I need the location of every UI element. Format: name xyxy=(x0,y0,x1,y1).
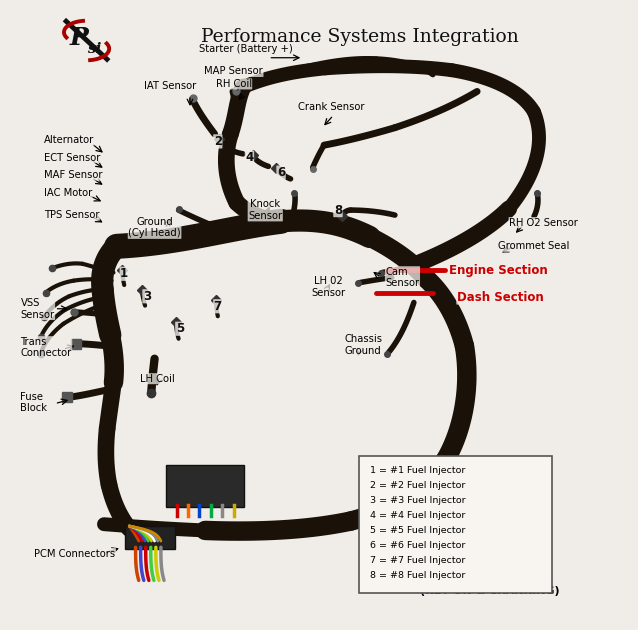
FancyBboxPatch shape xyxy=(166,466,244,507)
Text: MAF Sensor: MAF Sensor xyxy=(44,170,102,180)
Text: 3 = #3 Fuel Injector: 3 = #3 Fuel Injector xyxy=(369,496,465,505)
Text: IAT Sensor: IAT Sensor xyxy=(144,81,197,91)
Text: RH Coil: RH Coil xyxy=(216,79,251,89)
Text: VSS
Sensor: VSS Sensor xyxy=(20,298,55,319)
Text: Crank Sensor: Crank Sensor xyxy=(299,102,365,112)
Text: LH Coil: LH Coil xyxy=(140,374,175,384)
Text: 7: 7 xyxy=(214,300,222,312)
FancyBboxPatch shape xyxy=(125,526,175,549)
Text: LH 02
Sensor: LH 02 Sensor xyxy=(311,276,346,298)
Text: 2 = #2 Fuel Injector: 2 = #2 Fuel Injector xyxy=(369,481,465,490)
Text: 8: 8 xyxy=(334,203,342,217)
Text: 3: 3 xyxy=(143,290,151,303)
Text: Grommet Seal: Grommet Seal xyxy=(498,241,570,251)
Text: Fuse
Block: Fuse Block xyxy=(20,392,47,413)
Text: RH O2 Sensor: RH O2 Sensor xyxy=(509,217,578,227)
Text: 8 = #8 Fuel Injector: 8 = #8 Fuel Injector xyxy=(369,571,465,580)
Text: 1: 1 xyxy=(120,267,128,280)
Text: 4 = #4 Fuel Injector: 4 = #4 Fuel Injector xyxy=(369,511,465,520)
Text: IGNITION POWER
(KEY ON & CRANKING): IGNITION POWER (KEY ON & CRANKING) xyxy=(420,574,560,595)
Text: Knock
Sensor: Knock Sensor xyxy=(248,199,282,221)
Text: Ground
(Cyl Head): Ground (Cyl Head) xyxy=(128,217,181,238)
Text: 5 = #5 Fuel Injector: 5 = #5 Fuel Injector xyxy=(369,526,465,535)
Text: IAC Motor: IAC Motor xyxy=(44,188,92,198)
Text: 1 = #1 Fuel Injector: 1 = #1 Fuel Injector xyxy=(369,466,465,475)
FancyBboxPatch shape xyxy=(359,455,552,593)
Text: Engine Section: Engine Section xyxy=(449,263,547,277)
Text: PCM Connectors: PCM Connectors xyxy=(34,549,115,559)
Text: TPS Sensor: TPS Sensor xyxy=(44,210,100,220)
Text: Performance Systems Integration: Performance Systems Integration xyxy=(201,28,519,46)
Text: 6: 6 xyxy=(277,166,285,179)
Text: 4: 4 xyxy=(245,151,253,164)
Text: Dash Section: Dash Section xyxy=(457,291,544,304)
Text: Chassis
Ground: Chassis Ground xyxy=(345,334,382,356)
Text: Cam
Sensor: Cam Sensor xyxy=(385,266,420,289)
Text: 6 = #6 Fuel Injector: 6 = #6 Fuel Injector xyxy=(369,541,465,550)
Text: Starter (Battery +): Starter (Battery +) xyxy=(200,44,293,54)
Text: MAP Sensor: MAP Sensor xyxy=(204,66,263,76)
Text: Alternator: Alternator xyxy=(44,135,94,145)
Text: Trans
Connector: Trans Connector xyxy=(20,336,71,358)
Text: 2: 2 xyxy=(214,135,222,148)
Text: 7 = #7 Fuel Injector: 7 = #7 Fuel Injector xyxy=(369,556,465,565)
Text: 5: 5 xyxy=(175,322,184,335)
Text: ECT Sensor: ECT Sensor xyxy=(44,152,100,163)
